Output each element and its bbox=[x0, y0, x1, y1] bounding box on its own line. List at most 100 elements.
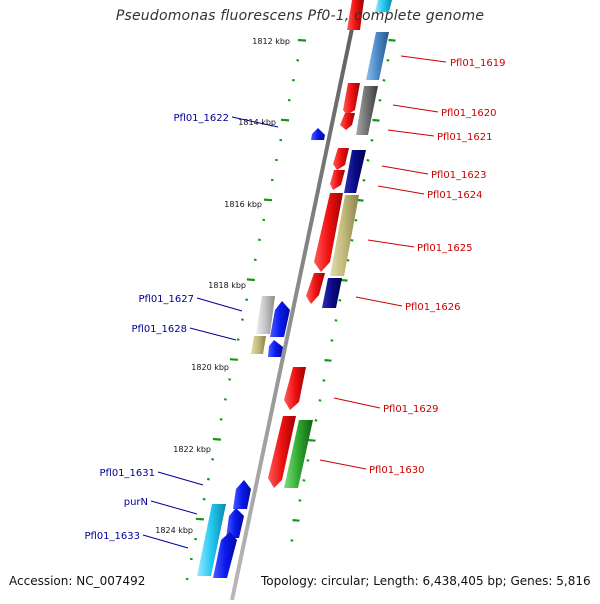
minor-tick bbox=[189, 557, 193, 561]
minor-tick bbox=[314, 419, 318, 422]
minor-tick bbox=[211, 458, 215, 461]
gene-arrow-pfl01-1620-red[interactable] bbox=[343, 83, 360, 115]
minor-tick bbox=[362, 179, 366, 182]
gene-label-pfl01-1624[interactable]: Pfl01_1624 bbox=[427, 190, 483, 201]
gene-label-pfl01-1629[interactable]: Pfl01_1629 bbox=[383, 404, 439, 415]
gene-labels-right: Pfl01_1619 Pfl01_1620 Pfl01_1621 Pfl01_1… bbox=[369, 58, 506, 476]
minor-tick bbox=[366, 159, 370, 162]
gene-label-pfl01-1621[interactable]: Pfl01_1621 bbox=[437, 132, 493, 143]
gene-arrow-pfl01-1628-blue[interactable] bbox=[268, 340, 283, 357]
gene-label-pfl01-1628[interactable]: Pfl01_1628 bbox=[131, 324, 187, 335]
minor-tick bbox=[270, 178, 274, 182]
gene-arrow-pfl01-1627-blue[interactable] bbox=[270, 301, 290, 337]
genome-summary-text: Topology: circular; Length: 6,438,405 bp… bbox=[261, 574, 591, 588]
tick-label: 1814 kbp bbox=[238, 118, 276, 127]
gene-arrow-pfl01-1626-navy[interactable] bbox=[322, 278, 342, 308]
gene-arrow-pfl01-1626-red[interactable] bbox=[306, 273, 325, 304]
minor-tick bbox=[253, 258, 257, 262]
minor-tick bbox=[287, 98, 291, 102]
minor-tick bbox=[291, 78, 295, 82]
gene-arrow-pfl01-1633-blue[interactable] bbox=[213, 532, 237, 578]
minor-tick bbox=[223, 398, 227, 401]
accession-text: Accession: NC_007492 bbox=[9, 574, 146, 588]
gene-arrow-pfl01-1620-gray[interactable] bbox=[356, 86, 378, 135]
minor-tick bbox=[296, 59, 300, 62]
minor-tick bbox=[346, 259, 350, 262]
major-tick bbox=[297, 38, 307, 42]
gene-label-pfl01-1620[interactable]: Pfl01_1620 bbox=[441, 108, 497, 119]
minor-tick bbox=[330, 339, 334, 342]
minor-tick bbox=[290, 539, 294, 542]
major-tick bbox=[340, 278, 348, 282]
tick-label: 1824 kbp bbox=[155, 526, 193, 535]
scale-labels: 1812 kbp 1814 kbp 1816 kbp 1818 kbp 1820… bbox=[155, 37, 290, 535]
gene-arrow-pfl01-1630-red[interactable] bbox=[268, 416, 296, 488]
minor-tick bbox=[302, 479, 306, 482]
gene-arrow-pfl01-1623-navy[interactable] bbox=[344, 150, 366, 193]
gene-arrow-pfl01-1623-red[interactable] bbox=[333, 148, 349, 170]
major-tick bbox=[324, 359, 332, 362]
minor-tick bbox=[206, 477, 210, 481]
minor-tick bbox=[262, 218, 266, 222]
tick-label: 1816 kbp bbox=[224, 200, 262, 209]
minor-tick bbox=[219, 418, 223, 421]
minor-tick bbox=[322, 379, 326, 382]
gene-label-pfl01-1626[interactable]: Pfl01_1626 bbox=[405, 302, 461, 313]
gene-arrow-pfl01-1633-cyan[interactable] bbox=[197, 504, 226, 576]
minor-tick bbox=[274, 158, 278, 162]
minor-tick bbox=[370, 139, 374, 142]
minor-tick bbox=[350, 239, 354, 242]
gene-arrow-pfl01-1619-red[interactable] bbox=[347, 0, 364, 30]
major-tick bbox=[212, 437, 221, 441]
tick-label: 1812 kbp bbox=[252, 37, 290, 46]
minor-tick bbox=[279, 138, 283, 142]
gene-label-pfl01-1627[interactable]: Pfl01_1627 bbox=[138, 294, 194, 305]
major-tick bbox=[263, 198, 273, 202]
minor-tick bbox=[306, 459, 310, 462]
minor-tick bbox=[378, 99, 382, 102]
gene-arrow-cyan-top[interactable] bbox=[375, 0, 392, 12]
major-tick bbox=[308, 439, 316, 442]
gene-arrow-purn[interactable] bbox=[226, 508, 244, 538]
leader-lines-right bbox=[319, 55, 447, 470]
gene-labels-left: Pfl01_1622 Pfl01_1627 Pfl01_1628 Pfl01_1… bbox=[84, 113, 229, 542]
gene-label-purn[interactable]: purN bbox=[124, 497, 148, 508]
genome-title: Pseudomonas fluorescens Pf0-1, complete … bbox=[115, 8, 485, 24]
inner-track bbox=[290, 38, 396, 542]
tick-label: 1818 kbp bbox=[208, 281, 246, 290]
minor-tick bbox=[334, 319, 338, 322]
minor-tick bbox=[228, 378, 232, 381]
gene-label-pfl01-1633[interactable]: Pfl01_1633 bbox=[84, 531, 140, 542]
minor-tick bbox=[318, 399, 322, 402]
minor-tick bbox=[245, 298, 249, 301]
gene-label-pfl01-1631[interactable]: Pfl01_1631 bbox=[99, 468, 155, 479]
gene-label-pfl01-1625[interactable]: Pfl01_1625 bbox=[417, 243, 473, 254]
gene-arrow-pfl01-1630-green[interactable] bbox=[284, 420, 313, 488]
gene-arrow-pfl01-1624-red[interactable] bbox=[330, 170, 345, 190]
gene-label-pfl01-1630[interactable]: Pfl01_1630 bbox=[369, 465, 425, 476]
minor-tick bbox=[386, 59, 390, 62]
minor-tick bbox=[185, 577, 189, 581]
gene-label-pfl01-1622[interactable]: Pfl01_1622 bbox=[173, 113, 229, 124]
scale-track bbox=[185, 38, 307, 581]
major-tick bbox=[229, 358, 238, 361]
gene-arrow-pfl01-1619-steel[interactable] bbox=[366, 32, 389, 80]
major-tick bbox=[280, 118, 290, 122]
minor-tick bbox=[298, 499, 302, 502]
gene-arrow-pfl01-1625-red[interactable] bbox=[314, 193, 343, 272]
gene-arrow-pfl01-1631[interactable] bbox=[233, 480, 251, 509]
gene-arrow-pfl01-1629-red[interactable] bbox=[284, 367, 306, 410]
gene-arrow-pfl01-1621-red[interactable] bbox=[340, 113, 355, 130]
gene-arrow-pfl01-1625-khaki[interactable] bbox=[330, 195, 359, 276]
gene-arrow-pfl01-1622[interactable] bbox=[311, 128, 325, 140]
minor-tick bbox=[338, 299, 342, 302]
gene-label-pfl01-1619[interactable]: Pfl01_1619 bbox=[450, 58, 506, 69]
major-tick bbox=[246, 278, 255, 282]
major-tick bbox=[372, 118, 380, 122]
gene-arrow-pfl01-1627-silver[interactable] bbox=[256, 296, 275, 334]
gene-arrow-pfl01-1628-khaki[interactable] bbox=[251, 336, 266, 354]
gene-label-pfl01-1623[interactable]: Pfl01_1623 bbox=[431, 170, 487, 181]
gene-features-inner bbox=[197, 128, 325, 578]
